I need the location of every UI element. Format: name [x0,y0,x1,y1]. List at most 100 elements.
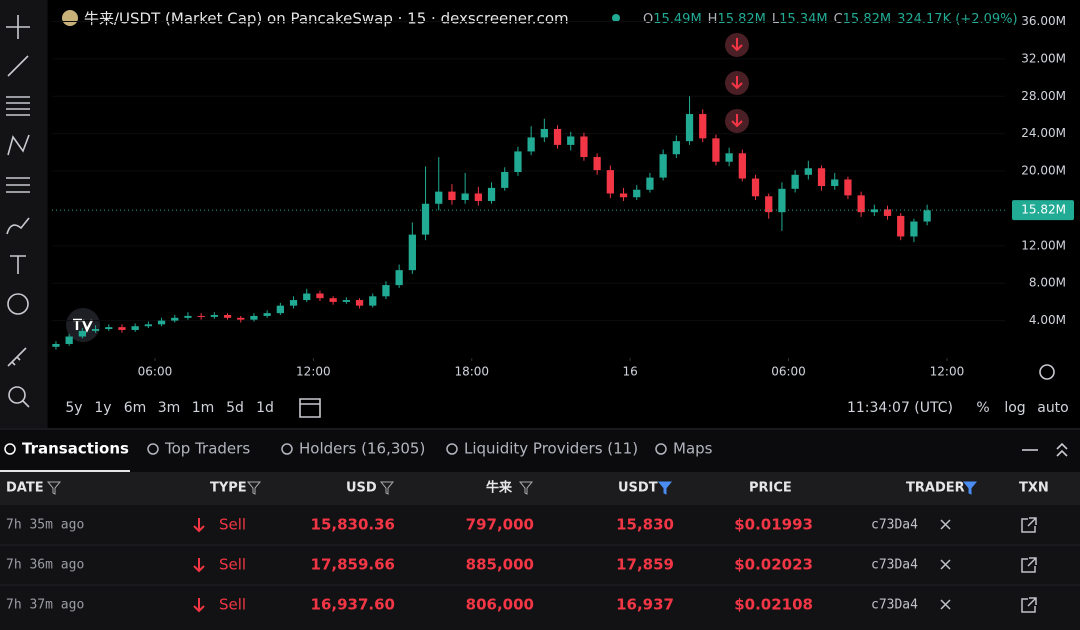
open-txn-icon[interactable] [1021,557,1037,573]
candle-body [619,193,628,198]
table-cell: 7h 35m ago [6,518,84,533]
table-cell: c73Da4 [871,518,918,533]
candle-body [237,317,245,320]
table-cell: c73Da4 [871,558,918,573]
timeframe-button[interactable]: 5d [226,400,244,416]
y-tick-label: 4.00M [1029,313,1066,327]
line-tool[interactable] [7,55,29,77]
x-tick-label: 06:00 [771,365,806,379]
remove-trader-icon[interactable] [940,559,951,570]
column-header: PRICE [749,481,792,496]
tab-icon [4,443,16,455]
timeframe-button[interactable]: 6m [124,400,147,416]
scale-option[interactable]: auto [1037,400,1069,416]
projection-tool[interactable] [6,177,30,193]
candle-body [685,114,694,142]
candle-body [144,324,152,327]
candle-body [738,153,746,179]
ohlc-label: O [643,12,653,27]
candle-body [817,168,826,187]
candle-body [157,320,166,325]
column-header: DATE [6,481,44,496]
tab[interactable]: Liquidity Providers (11) [464,440,638,458]
y-tick-label: 12.00M [1021,238,1066,252]
candle-body [421,203,430,235]
candle-body [263,313,271,316]
candle-body [487,187,496,201]
open-txn-icon[interactable] [1021,597,1037,613]
settings-icon[interactable] [1039,364,1055,380]
table-cell: $0.02023 [734,556,813,574]
expand-icon[interactable] [1056,442,1068,457]
table-header-bg [0,472,1080,505]
sell-arrow [731,38,743,52]
filter-icon[interactable] [962,481,978,495]
candle-body [751,178,760,197]
candle-body [250,315,258,320]
candle-body [91,329,100,331]
table-cell: 16,937 [616,596,674,614]
candle-body [501,171,509,188]
candle-body [646,177,654,190]
timeframe-button[interactable]: 1y [94,400,111,416]
crosshair-tool[interactable] [6,15,30,39]
candle-body [831,179,839,187]
filter-icon[interactable] [657,481,673,495]
sell-markers [725,33,749,133]
candle-body [791,174,799,189]
candle-body [580,136,588,158]
tab[interactable]: Maps [673,440,713,458]
timeframe-button[interactable]: 1d [256,400,274,416]
x-tick-label: 06:00 [138,365,173,379]
table-cell: $0.02108 [734,596,813,614]
candle-body [883,209,892,216]
date-range-icon[interactable] [299,398,321,418]
zoom-tool-handle [22,400,30,408]
candle-body [527,137,535,152]
filter-icon[interactable] [246,481,262,495]
filter-icon[interactable] [46,481,62,495]
measure-tool[interactable] [7,347,27,367]
filter-icon[interactable] [379,481,395,495]
candle-body [804,168,812,175]
scale-option[interactable]: % [976,400,989,416]
text-tool[interactable] [10,255,26,274]
remove-trader-icon[interactable] [940,519,951,530]
open-txn-icon[interactable] [1021,517,1037,533]
candle-body [699,114,707,139]
ohlc-change: 324.17K (+2.09%) [897,12,1017,27]
table-cell: Sell [219,516,246,534]
brush-tool[interactable] [6,217,30,235]
table-cell: Sell [219,596,246,614]
filter-icon[interactable] [518,481,534,495]
candle-body [395,270,403,286]
tab[interactable]: Holders (16,305) [299,440,425,458]
tab[interactable]: Top Traders [164,440,250,458]
fib-tool[interactable] [6,96,30,116]
drawing-tools[interactable] [6,15,30,408]
y-tick-label: 24.00M [1021,126,1066,140]
tv-logo[interactable] [66,308,100,342]
candle-body [659,154,667,178]
candle-body [197,315,205,317]
ohlc-value: 15.82M [717,12,765,27]
timeframe-button[interactable]: 5y [65,400,82,416]
tab-icon [655,443,667,455]
timeframe-button[interactable]: 3m [158,400,181,416]
table-cell: $0.01993 [734,516,813,534]
candle-body [223,315,232,318]
timeframe-button[interactable]: 1m [192,400,215,416]
table-cell: c73Da4 [871,598,918,613]
scale-option[interactable]: log [1004,400,1025,416]
tab-icon [446,443,458,455]
candle-body [712,138,720,162]
remove-trader-icon[interactable] [940,599,951,610]
tab[interactable]: Transactions [22,440,129,458]
emoji-tool[interactable] [7,293,29,315]
table-cell: 16,937.60 [311,596,395,614]
candle-body [461,193,469,201]
candle-body [448,191,456,201]
zoom-tool[interactable] [8,386,26,404]
candle-body [435,191,443,204]
pattern-tool[interactable] [7,134,30,156]
